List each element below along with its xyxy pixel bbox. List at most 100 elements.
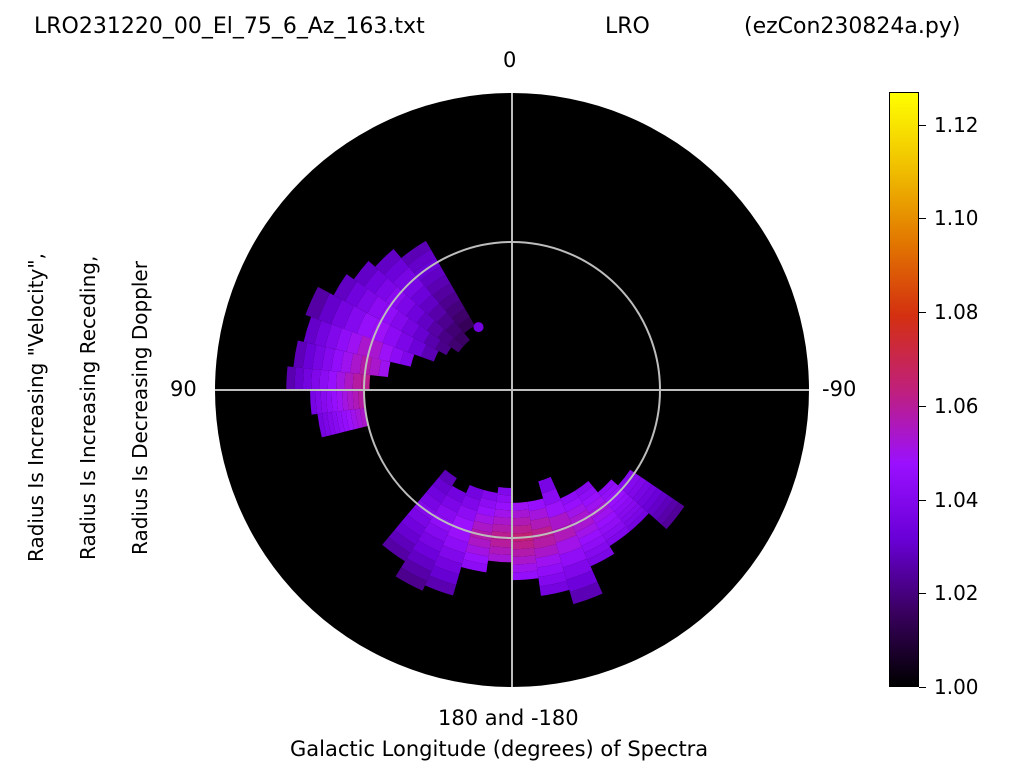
heatmap-cell [346,331,363,355]
heatmap-cell [581,534,607,553]
heatmap-cell [532,535,557,549]
heatmap-cell [408,338,427,357]
colorbar-tick-mark [919,499,926,501]
colorbar-tick-label: 1.10 [934,206,979,231]
heatmap-cell [472,520,494,533]
heatmap-cell [425,575,457,596]
heatmap-cell [367,296,389,320]
heatmap-cell [451,515,475,533]
heatmap-cell [353,260,379,287]
colorbar-tick-label: 1.08 [934,300,979,325]
heatmap-cell [438,469,457,487]
heatmap-cell [637,484,658,508]
colorbar-tick-label: 1.12 [934,112,979,137]
heatmap-cell [512,524,533,534]
heatmap-cell [412,540,441,562]
heatmap-cell [606,526,631,547]
heatmap-cell [548,511,572,531]
heatmap-cell [437,329,454,346]
heatmap-cell [378,359,391,377]
heatmap-cell [331,411,341,434]
heatmap-cell [407,507,431,529]
heatmap-cell [359,408,368,428]
heatmap-cell [578,486,597,502]
heatmap-cell [406,303,426,324]
heatmap-cell [651,495,674,521]
heatmap-cell [355,408,364,429]
heatmap-cell [294,367,305,390]
heatmap-cell [331,299,355,329]
heatmap-cell [333,274,358,302]
colorbar-tick-mark [919,218,926,220]
heatmap-cell [454,330,471,347]
colorbar-tick-label: 1.04 [934,487,979,512]
heatmap-cell [569,581,603,605]
heatmap-cell [465,484,484,501]
heatmap-cell [418,531,445,552]
heatmap-cell [410,285,432,307]
heatmap-cell [344,372,354,390]
heatmap-cell [423,332,441,350]
heatmap-cell [344,281,368,308]
heatmap-cell [489,545,512,555]
heatmap-cell [419,294,440,315]
heatmap-cell [438,545,466,564]
heatmap-cell [534,544,559,559]
heatmap-cell [293,340,308,369]
heatmap-cell [331,349,345,372]
heatmap-cell [382,325,403,348]
heatmap-cell [536,562,565,578]
heatmap-cell [394,522,421,545]
heatmap-cell [620,503,642,524]
heatmap-cell [656,498,679,525]
heatmap-cell [592,506,614,524]
heatmap-cell [529,507,549,521]
heatmap-cell [395,331,415,353]
heatmap-cell [311,369,321,390]
heatmap-cell [435,503,458,523]
heatmap-cell [322,412,332,437]
heatmap-cell [433,555,463,575]
heatmap-cell [383,258,409,283]
heatmap-cell [429,565,460,585]
heatmap-cell [512,517,531,527]
heatmap-cell [336,371,346,390]
heatmap-cell [490,538,512,548]
heatmap-cell [478,497,497,509]
heatmap-cell [317,413,327,438]
heatmap-cell [642,487,663,512]
heatmap-cell [419,492,442,512]
heatmap-cell [312,344,326,371]
heatmap-cell [555,535,582,556]
chart-title-station: LRO [605,14,650,39]
heatmap-cell [581,491,601,508]
heatmap-cell [647,491,669,516]
chart-title-filename: LRO231220_00_El_75_6_Az_163.txt [34,14,425,39]
heatmap-cell [286,366,296,390]
heatmap-cell [352,390,360,410]
heatmap-cell [494,509,512,518]
heatmap-cell [467,536,491,549]
heatmap-cell [341,410,350,432]
heatmap-cell [336,390,344,412]
heatmap-cell [627,477,647,499]
heatmap-cell [535,553,562,568]
heatmap-cell [315,390,323,414]
angle-tick-0: 0 [503,48,517,72]
heatmap-cell [340,351,354,373]
heatmap-cell [426,274,451,296]
heatmap-cell [401,558,432,582]
heatmap-cell [400,350,415,367]
heatmap-cell [574,481,593,497]
colorbar-tick-mark [919,405,926,407]
heatmap-cell [512,570,539,581]
heatmap-cell [563,497,583,513]
heatmap-cell [627,509,649,532]
heatmap-cell [421,344,439,362]
heatmap-cell [446,485,467,503]
heatmap-cell [451,308,470,326]
colorbar-tick-label: 1.00 [934,675,979,699]
heatmap-cell [495,501,512,511]
heatmap-cell [492,523,512,533]
